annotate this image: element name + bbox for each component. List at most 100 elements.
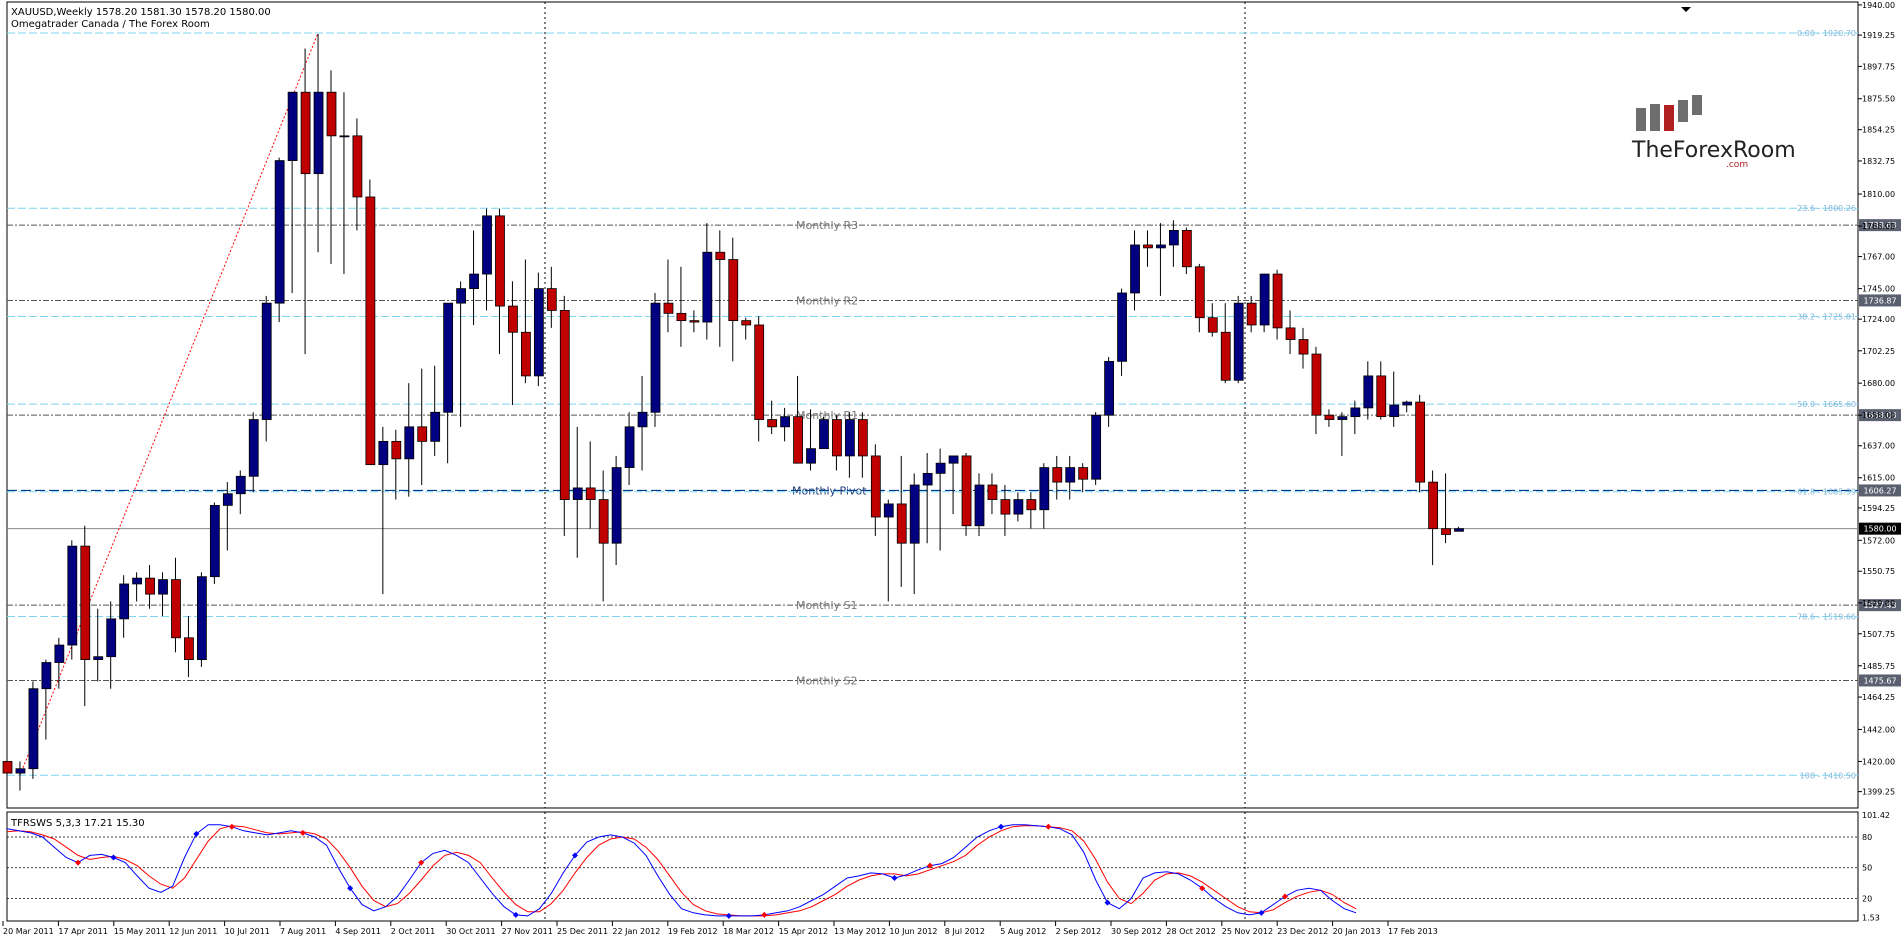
- candle-body: [287, 91, 298, 161]
- candle-body: [1143, 244, 1153, 249]
- candle-body: [572, 487, 583, 500]
- price-tag: [1859, 409, 1901, 422]
- candle-body: [1259, 273, 1270, 326]
- time-tick-label: 23 Dec 2012: [1277, 927, 1328, 936]
- oscillator-tick-label: 1.53: [1862, 913, 1880, 922]
- time-tick-label: 18 Mar 2012: [723, 927, 774, 936]
- time-tick-label: 22 Jan 2012: [612, 927, 660, 936]
- price-tag: [1859, 484, 1901, 497]
- candle-body: [1039, 467, 1050, 511]
- time-tick-label: 19 Feb 2012: [668, 927, 718, 936]
- price-tick-label: 1724.00: [1862, 315, 1895, 324]
- candle-body: [1220, 331, 1231, 381]
- oscillator-sell-marker: [1045, 823, 1052, 830]
- level-label: Monthly R3: [796, 219, 858, 232]
- time-tick-label: 10 Jul 2011: [225, 927, 270, 936]
- price-tick-label: 1940.00: [1862, 1, 1895, 10]
- candle-body: [300, 91, 311, 175]
- candle-body: [637, 411, 648, 428]
- price-tick-label: 1572.00: [1862, 536, 1895, 545]
- main-pane-border: [6, 1, 1859, 809]
- oscillator-tick-label: 80: [1862, 833, 1872, 842]
- price-tag-label: 1606.27: [1863, 486, 1896, 495]
- time-tick-label: 7 Aug 2011: [280, 927, 326, 936]
- time-tick-label: 20 Jan 2013: [1333, 927, 1381, 936]
- candle-body: [313, 91, 324, 175]
- candle-body: [482, 215, 492, 275]
- fibonacci-trendline: [19, 32, 319, 776]
- scroll-marker-icon[interactable]: [1681, 7, 1691, 12]
- logo-suffix: .com: [1726, 160, 1748, 170]
- candle-body: [948, 455, 959, 464]
- price-tag: [1859, 219, 1901, 232]
- candle-body: [339, 135, 350, 138]
- candle-body: [857, 419, 868, 457]
- candle-body: [235, 475, 246, 495]
- candle-body: [624, 426, 635, 468]
- price-tick-label: 1420.00: [1862, 757, 1895, 766]
- level-label: Monthly S2: [796, 674, 858, 687]
- candle-body: [559, 310, 570, 500]
- time-tick-label: 10 Jun 2012: [889, 927, 937, 936]
- broker-label: Omegatrader Canada / The Forex Room: [11, 19, 210, 30]
- price-tick-label: 1745.00: [1862, 285, 1895, 294]
- fibonacci-layer: 0.00 - 1920.70 23.6 - 1800.26 38.2 - 1725.…: [7, 29, 1858, 780]
- candle-body: [508, 305, 518, 333]
- time-tick-label: 20 Mar 2011: [3, 927, 54, 936]
- candle-body: [391, 440, 402, 460]
- candle-body: [780, 416, 790, 428]
- price-tick-label: 1529.00: [1862, 599, 1895, 608]
- candle-body: [870, 455, 881, 518]
- candle-body: [184, 637, 194, 661]
- time-tick-label: 25 Dec 2011: [557, 927, 608, 936]
- oscillator-buy-marker: [1104, 899, 1111, 906]
- time-tick-label: 2 Sep 2012: [1056, 927, 1102, 936]
- time-tick-label: 13 May 2012: [834, 927, 886, 936]
- candle-body: [1181, 230, 1192, 268]
- candle-body: [1233, 302, 1244, 381]
- logo-bar-icon: [1636, 108, 1646, 131]
- oscillator-buy-marker: [110, 854, 117, 861]
- candles-layer: [2, 34, 1464, 791]
- time-tick-label: 5 Aug 2012: [1000, 927, 1046, 936]
- price-axis: 1940.00 1919.25 1897.75 1875.50 1854.25 1832.…: [1858, 1, 1895, 797]
- candle-body: [1402, 401, 1413, 406]
- candle-body: [1311, 353, 1322, 416]
- candle-body: [1272, 273, 1283, 329]
- candle-body: [1207, 317, 1218, 333]
- oscillator-buy-marker: [347, 885, 354, 892]
- logo-text: TheForexRoom: [1631, 138, 1796, 163]
- candle-body: [1428, 481, 1438, 530]
- price-tick-label: 1658.00: [1862, 411, 1895, 420]
- candle-body: [469, 273, 479, 290]
- price-tick-label: 1485.75: [1862, 662, 1895, 671]
- candle-body: [715, 251, 726, 260]
- fib-level-label: 38.2 - 1725.81: [1797, 313, 1856, 322]
- candle-body: [41, 662, 52, 690]
- fib-level-label: 50.0 - 1665.60: [1797, 400, 1856, 409]
- candle-body: [650, 302, 661, 413]
- candle-body: [196, 576, 207, 661]
- price-tag: [1859, 599, 1901, 612]
- candle-body: [1415, 401, 1426, 483]
- time-tick-label: 30 Sep 2012: [1111, 927, 1162, 936]
- candle-body: [80, 545, 91, 661]
- price-tick-label: 1637.00: [1862, 442, 1895, 451]
- time-tick-label: 17 Apr 2011: [58, 927, 107, 936]
- candle-body: [119, 583, 130, 620]
- price-tick-label: 1702.25: [1862, 347, 1895, 356]
- candle-body: [1026, 499, 1037, 511]
- candle-body: [54, 644, 65, 663]
- price-tick-label: 1594.25: [1862, 504, 1895, 513]
- candle-body: [106, 618, 117, 658]
- candle-body: [1285, 327, 1296, 340]
- candle-body: [145, 577, 155, 595]
- time-tick-label: 15 May 2011: [114, 927, 166, 936]
- candle-body: [158, 579, 168, 595]
- candle-body: [1117, 292, 1127, 362]
- candle-body: [495, 215, 505, 307]
- candle-body: [222, 493, 233, 506]
- candle-body: [1000, 499, 1011, 515]
- candle-body: [611, 467, 622, 544]
